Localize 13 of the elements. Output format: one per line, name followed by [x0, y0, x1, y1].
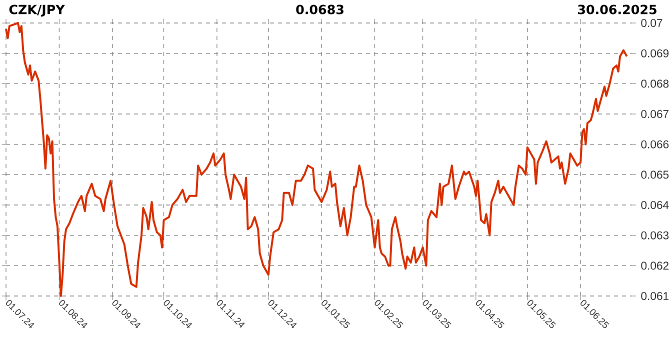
- y-tick-label: 0.066: [641, 140, 669, 148]
- y-tick-label: 0.062: [641, 262, 669, 270]
- y-tick-label: 0.067: [641, 110, 669, 118]
- y-tick-label: 0.065: [641, 170, 669, 179]
- text: 30.06.2025: [578, 4, 656, 14]
- y-tick-label: 0.069: [641, 49, 669, 58]
- y-tick-label: 0.063: [641, 231, 669, 240]
- y-tick-label: 0.068: [641, 80, 669, 88]
- chart-subtitle: 0.0683: [296, 4, 344, 14]
- chart-title: CZK/JPY: [9, 4, 65, 17]
- y-tick-label: 0.07: [641, 19, 662, 28]
- y-tick-label: 0.064: [641, 201, 669, 210]
- y-tick-label: 0.061: [641, 292, 669, 300]
